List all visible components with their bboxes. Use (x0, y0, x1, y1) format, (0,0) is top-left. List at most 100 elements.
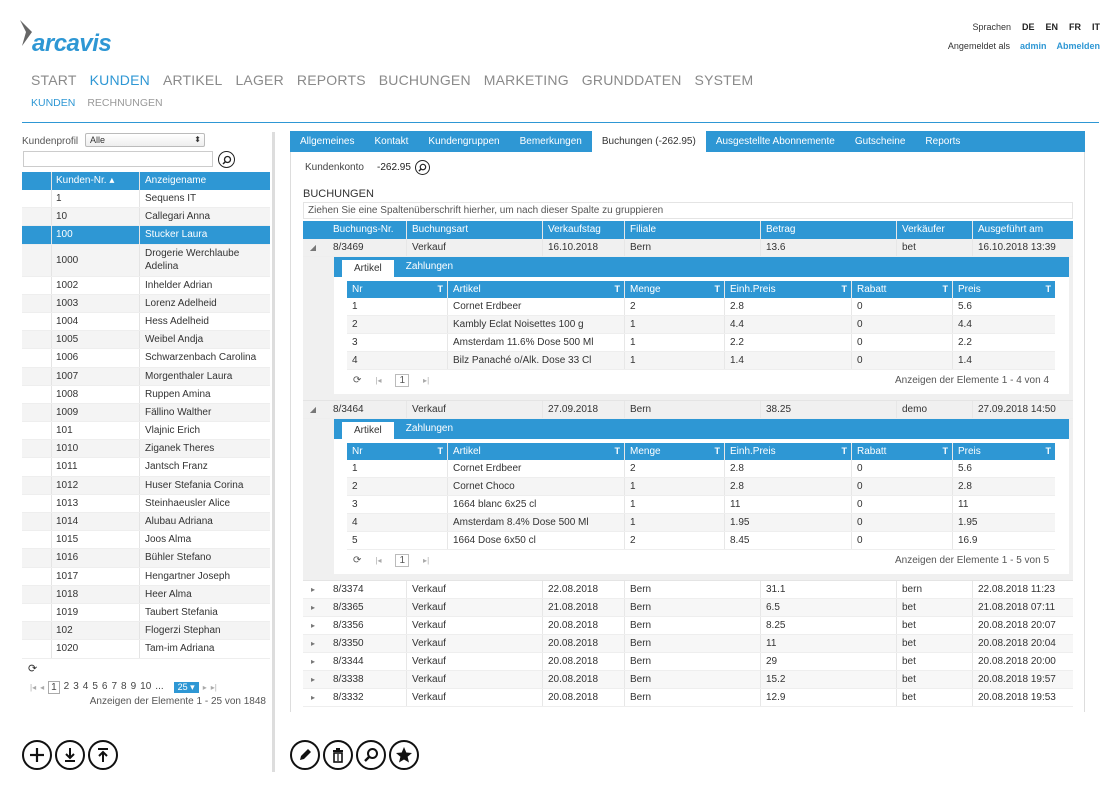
detail-column-einh-preis[interactable]: Einh.Preis T (725, 281, 852, 298)
panel-splitter[interactable] (272, 132, 275, 772)
detail-tab-zahlungen[interactable]: Zahlungen (405, 261, 454, 272)
nav-kunden[interactable]: KUNDEN (89, 72, 150, 88)
tab-buchungen[interactable]: Buchungen (-262.95) (591, 131, 706, 152)
expand-icon[interactable]: ▸ (310, 621, 315, 630)
table-row[interactable]: 1017 Hengartner Joseph (22, 567, 270, 586)
list-item[interactable]: 3 Amsterdam 11.6% Dose 500 Ml 1 2.2 0 2.2 (347, 334, 1055, 352)
page-number[interactable]: 9 (130, 681, 137, 692)
refresh-icon[interactable]: ⟳ (353, 374, 362, 386)
column-verkäufer[interactable]: Verkäufer (897, 221, 973, 239)
table-row[interactable]: 10 Callegari Anna (22, 208, 270, 227)
table-row[interactable]: 100 Stucker Laura (22, 226, 270, 245)
filter-icon[interactable]: T (1045, 284, 1052, 294)
nav-start[interactable]: START (31, 72, 77, 88)
table-row[interactable]: 102 Flogerzi Stephan (22, 622, 270, 641)
list-item[interactable]: 3 1664 blanc 6x25 cl 1 11 0 11 (347, 496, 1055, 514)
table-row[interactable]: 1010 Ziganek Theres (22, 440, 270, 459)
subnav-kunden[interactable]: KUNDEN (31, 97, 76, 109)
last-page-icon[interactable]: ▸| (423, 555, 430, 565)
lang-fr[interactable]: FR (1069, 22, 1081, 32)
tab-kontakt[interactable]: Kontakt (374, 136, 409, 147)
last-page-icon[interactable]: ▸| (423, 375, 430, 385)
filter-icon[interactable]: T (437, 446, 444, 456)
table-row[interactable]: 1015 Joos Alma (22, 531, 270, 550)
detail-column-artikel[interactable]: Artikel T (448, 281, 625, 298)
logout-link[interactable]: Abmelden (1056, 41, 1100, 51)
plus-icon[interactable] (22, 740, 52, 770)
last-page-icon[interactable]: ▸| (210, 683, 217, 692)
table-row[interactable]: 1018 Heer Alma (22, 585, 270, 604)
filter-icon[interactable]: T (614, 284, 621, 294)
tab-gutscheine[interactable]: Gutscheine (854, 136, 906, 147)
list-item[interactable]: 4 Amsterdam 8.4% Dose 500 Ml 1 1.95 0 1.95 (347, 514, 1055, 532)
expand-icon[interactable]: ▸ (310, 585, 315, 594)
search-icon[interactable] (415, 160, 430, 175)
detail-column-einh-preis[interactable]: Einh.Preis T (725, 443, 852, 460)
lang-de[interactable]: DE (1021, 22, 1035, 32)
nav-system[interactable]: SYSTEM (694, 72, 754, 88)
table-row[interactable]: ▸ 8/3365 Verkauf 21.08.2018 Bern 6.5 bet 21.08.… (303, 599, 1073, 617)
table-row[interactable]: ◢ 8/3464 Verkauf 27.09.2018 Bern 38.25 demo 27.… (303, 401, 1073, 419)
filter-icon[interactable]: T (714, 284, 721, 294)
nav-artikel[interactable]: ARTIKEL (162, 72, 223, 88)
search-icon[interactable] (218, 151, 235, 168)
page-number[interactable]: 10 (140, 681, 152, 692)
list-item[interactable]: 4 Bilz Panaché o/Alk. Dose 33 Cl 1 1.4 0 1.4 (347, 352, 1055, 370)
page-number[interactable]: 7 (111, 681, 118, 692)
column-buchungs-nr-[interactable]: Buchungs-Nr. (323, 221, 407, 239)
detail-column-preis[interactable]: Preis T (953, 281, 1055, 298)
nav-grunddaten[interactable]: GRUNDDATEN (581, 72, 682, 88)
download-icon[interactable] (55, 740, 85, 770)
filter-icon[interactable]: T (437, 284, 444, 294)
lang-en[interactable]: EN (1045, 22, 1058, 32)
table-row[interactable]: ▸ 8/3332 Verkauf 20.08.2018 Bern 12.9 bet 20.08… (303, 689, 1073, 707)
table-row[interactable]: 1016 Bühler Stefano (22, 549, 270, 568)
search-icon[interactable] (356, 740, 386, 770)
column-betrag[interactable]: Betrag (761, 221, 897, 239)
page-number[interactable]: 3 (73, 681, 79, 692)
list-item[interactable]: 2 Kambly Eclat Noisettes 100 g 1 4.4 0 4.4 (347, 316, 1055, 334)
detail-tab-zahlungen[interactable]: Zahlungen (405, 423, 454, 434)
filter-icon[interactable]: T (841, 284, 848, 294)
table-row[interactable]: 1020 Tam-im Adriana (22, 640, 270, 659)
tab-ausgestellte-abonnemente[interactable]: Ausgestellte Abonnemente (715, 136, 835, 147)
nav-lager[interactable]: LAGER (235, 72, 284, 88)
nav-reports[interactable]: REPORTS (296, 72, 366, 88)
collapse-icon[interactable]: ◢ (309, 405, 317, 414)
star-icon[interactable] (389, 740, 419, 770)
page-number[interactable]: 8 (121, 681, 127, 692)
page-size-select[interactable]: 25 ▾ (173, 682, 199, 693)
detail-column-nr[interactable]: Nr T (347, 281, 448, 298)
detail-column-nr[interactable]: Nr T (347, 443, 448, 460)
table-row[interactable]: 1013 Steinhaeusler Alice (22, 494, 270, 513)
table-row[interactable]: 1019 Taubert Stefania (22, 603, 270, 623)
filter-icon[interactable]: T (714, 446, 721, 456)
page-number[interactable]: 1 (395, 553, 410, 567)
table-row[interactable]: ▸ 8/3374 Verkauf 22.08.2018 Bern 31.1 bern 22.0… (303, 581, 1073, 599)
table-row[interactable]: 1014 Alubau Adriana (22, 513, 270, 532)
table-row[interactable]: 1012 Huser Stefania Corina (22, 476, 270, 495)
list-item[interactable]: 1 Cornet Erdbeer 2 2.8 0 5.6 (347, 298, 1055, 316)
table-row[interactable]: 1000 Drogerie Werchlaube Adelina (22, 244, 270, 277)
expand-icon[interactable]: ▸ (310, 693, 315, 702)
expand-icon[interactable]: ▸ (310, 639, 315, 648)
column-verkaufstag[interactable]: Verkaufstag (543, 221, 625, 239)
trash-icon[interactable] (323, 740, 353, 770)
column-anzeigename[interactable]: Anzeigename (145, 175, 207, 186)
next-page-icon[interactable]: ▸ (202, 683, 207, 692)
page-number[interactable]: 2 (63, 681, 70, 692)
page-number[interactable]: 5 (92, 681, 98, 692)
column-filiale[interactable]: Filiale (625, 221, 761, 239)
upload-icon[interactable] (88, 740, 118, 770)
first-page-icon[interactable]: |◂ (375, 555, 382, 565)
page-number[interactable]: 4 (82, 681, 89, 692)
page-number[interactable]: 1 (48, 681, 60, 694)
table-row[interactable]: 1005 Weibel Andja (22, 331, 270, 350)
filter-icon[interactable]: T (942, 284, 949, 294)
filter-icon[interactable]: T (614, 446, 621, 456)
table-row[interactable]: 1009 Fällino Walther (22, 403, 270, 423)
table-row[interactable]: ▸ 8/3350 Verkauf 20.08.2018 Bern 11 bet 20.08.2… (303, 635, 1073, 653)
table-row[interactable]: 1007 Morgenthaler Laura (22, 367, 270, 386)
detail-column-rabatt[interactable]: Rabatt T (852, 443, 953, 460)
table-row[interactable]: ◢ 8/3469 Verkauf 16.10.2018 Bern 13.6 bet 16.10… (303, 239, 1073, 257)
